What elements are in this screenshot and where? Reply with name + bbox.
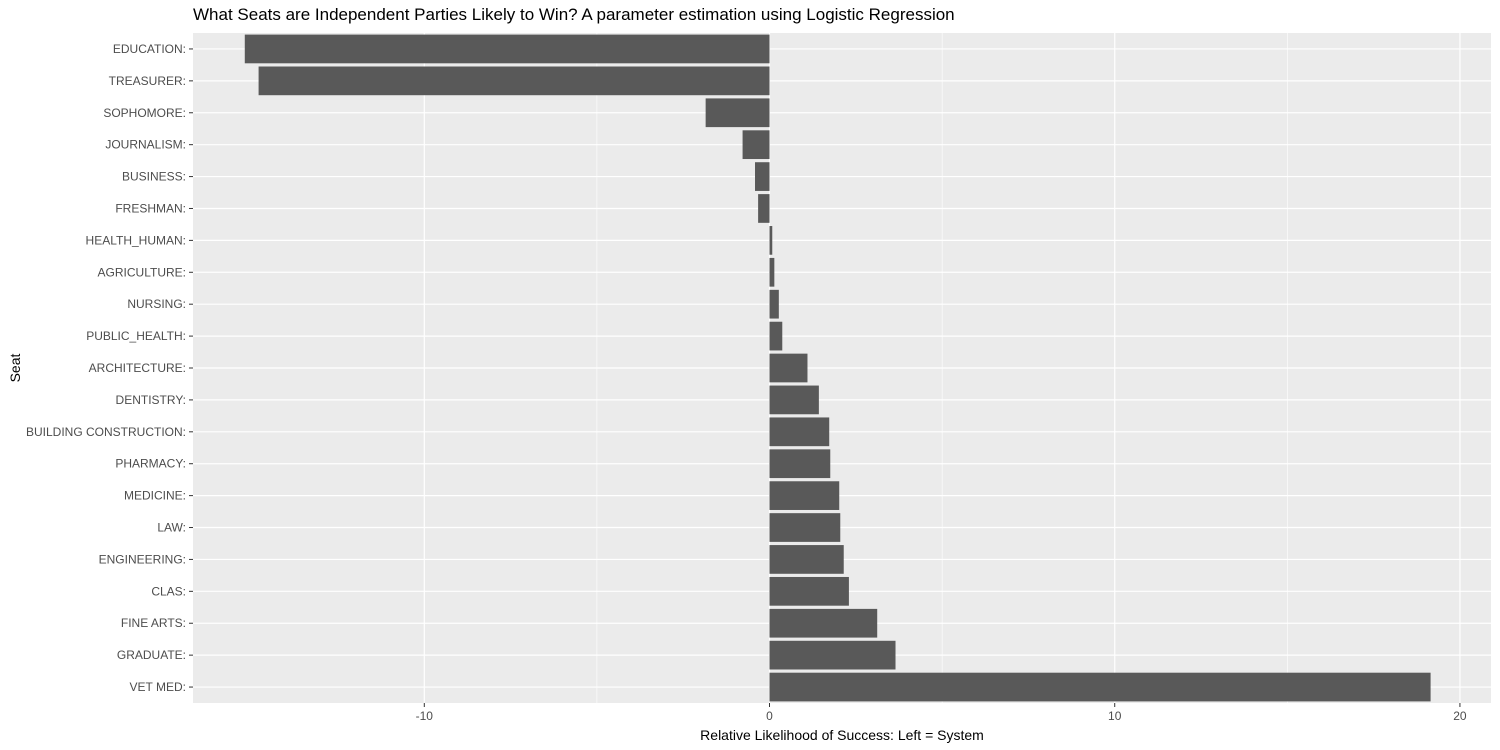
y-tick-label: NURSING: <box>127 297 186 311</box>
bar <box>769 672 1431 702</box>
x-axis: -10 0 10 20 <box>416 703 1467 723</box>
bar <box>769 545 844 574</box>
bar <box>769 640 896 670</box>
major-gridlines <box>193 33 1491 703</box>
bar <box>244 34 770 64</box>
x-tick-label: -10 <box>416 709 434 723</box>
bar <box>769 576 849 606</box>
y-axis: EDUCATION: TREASURER: SOPHOMORE: JOURNALISM… <box>26 42 193 694</box>
y-tick-label: FINE ARTS: <box>121 616 186 630</box>
y-tick-label: DENTISTRY: <box>116 393 186 407</box>
bars <box>244 34 1431 702</box>
x-tick-label: 10 <box>1108 709 1122 723</box>
bar <box>769 513 841 542</box>
bar <box>705 98 770 128</box>
bar <box>769 226 773 255</box>
bar <box>769 449 831 479</box>
bar <box>769 257 775 287</box>
bar <box>769 289 779 319</box>
bar <box>258 66 770 96</box>
bar <box>769 321 783 351</box>
x-tick-label: 20 <box>1453 709 1467 723</box>
bar <box>758 194 770 223</box>
y-tick-label: ARCHITECTURE: <box>89 361 186 375</box>
y-tick-label: GRADUATE: <box>117 648 186 662</box>
y-tick-label: JOURNALISM: <box>105 138 186 152</box>
y-tick-label: AGRICULTURE: <box>98 265 186 279</box>
y-tick-label: ENGINEERING: <box>99 552 186 566</box>
bar <box>769 417 830 447</box>
y-tick-label: HEALTH_HUMAN: <box>86 233 186 247</box>
y-tick-label: FRESHMAN: <box>115 201 186 215</box>
y-tick-label: BUILDING CONSTRUCTION: <box>26 425 186 439</box>
y-axis-title: Seat <box>7 353 23 382</box>
bar <box>769 481 840 510</box>
x-axis-title: Relative Likelihood of Success: Left = S… <box>700 727 984 743</box>
bar <box>769 353 808 383</box>
y-tick-label: SOPHOMORE: <box>103 106 186 120</box>
y-tick-label: CLAS: <box>151 584 186 598</box>
y-tick-label: VET MED: <box>130 680 186 694</box>
y-tick-label: PUBLIC_HEALTH: <box>86 329 186 343</box>
bar <box>769 608 878 638</box>
y-tick-label: BUSINESS: <box>122 170 186 184</box>
y-tick-label: EDUCATION: <box>113 42 186 56</box>
y-tick-label: PHARMACY: <box>115 457 186 471</box>
y-tick-label: TREASURER: <box>109 74 186 88</box>
chart-title: What Seats are Independent Parties Likel… <box>193 5 955 24</box>
y-tick-label: MEDICINE: <box>124 489 186 503</box>
bar <box>755 162 770 191</box>
bar <box>769 385 819 415</box>
y-tick-label: LAW: <box>157 521 186 535</box>
bar <box>742 130 770 160</box>
x-tick-label: 0 <box>766 709 773 723</box>
